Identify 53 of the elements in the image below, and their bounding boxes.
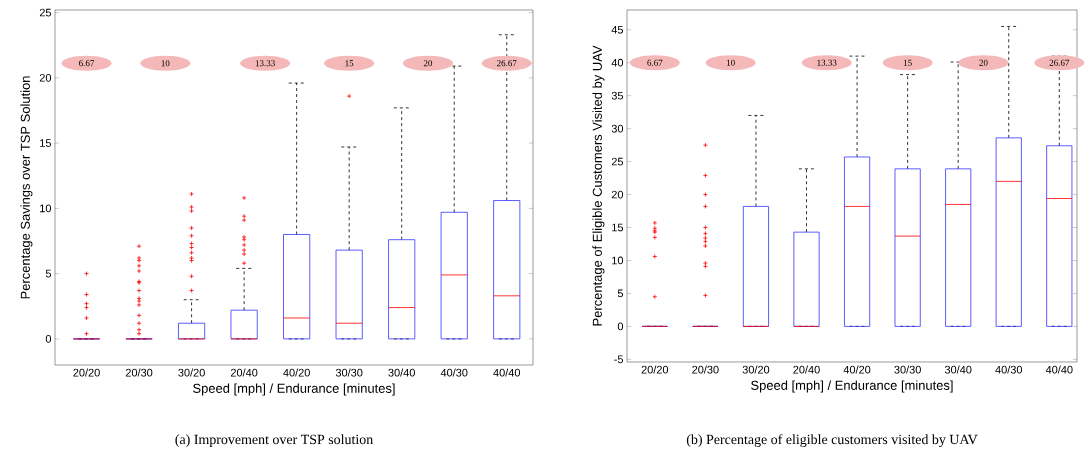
x-axis-title: Speed [mph] / Endurance [minutes] — [193, 383, 395, 396]
x-tick-label: 20/40 — [230, 368, 258, 377]
annotation: 26.67 — [497, 60, 517, 67]
y-tick-label: 25 — [611, 157, 624, 166]
y-axis-title: Percentage Savings over TSP Solution — [20, 76, 33, 299]
y-tick-label: 10 — [612, 256, 624, 265]
x-tick-label: 30/30 — [335, 368, 363, 377]
annotation: 15 — [345, 60, 354, 67]
x-tick-label: 30/20 — [178, 368, 205, 377]
x-tick-label: 30/40 — [944, 365, 972, 374]
y-tick-label: 20 — [611, 190, 624, 199]
y-tick-label: 30 — [611, 124, 624, 133]
annotation: 13.33 — [255, 60, 275, 67]
y-tick-label: -5 — [614, 355, 624, 364]
text: (a) Improvement over TSP solution — [175, 434, 373, 447]
y-tick-label: 15 — [40, 139, 52, 147]
y-tick-label: 10 — [40, 204, 52, 213]
x-tick-label: 30/30 — [894, 365, 921, 374]
annotation: 10 — [726, 59, 735, 66]
annotation: 15 — [903, 59, 912, 66]
y-tick-label: 0 — [45, 335, 52, 343]
x-tick-label: 40/30 — [995, 365, 1023, 374]
y-tick-label: 15 — [612, 223, 624, 232]
annotation: 10 — [161, 60, 170, 67]
x-tick-label: 20/30 — [692, 365, 719, 374]
x-tick-label: 40/40 — [1045, 365, 1073, 374]
annotation: 13.33 — [817, 59, 837, 66]
y-tick-label: 20 — [39, 73, 52, 82]
x-tick-label: 40/20 — [283, 368, 310, 377]
y-tick-label: 5 — [617, 289, 624, 298]
x-tick-label: 40/40 — [493, 368, 521, 377]
text: (b) Percentage of eligible customers visited by UAV — [686, 434, 978, 447]
y-tick-label: 40 — [611, 58, 624, 67]
y-tick-label: 0 — [617, 322, 624, 331]
annotation: 20 — [423, 60, 433, 67]
x-tick-label: 40/20 — [843, 365, 871, 374]
y-tick-label: 35 — [611, 91, 624, 100]
x-tick-label: 40/30 — [440, 368, 468, 377]
x-tick-label: 20/30 — [125, 368, 153, 377]
x-tick-label: 30/40 — [388, 368, 415, 377]
y-tick-label: 45 — [611, 25, 624, 34]
y-axis-title: Percentage of Eligible Customers Visited by UAV — [592, 45, 605, 326]
x-tick-label: 30/20 — [742, 365, 770, 374]
annotation: 20 — [979, 59, 988, 66]
x-tick-label: 20/20 — [73, 368, 100, 377]
x-axis-title: Speed [mph] / Endurance [minutes] — [751, 380, 953, 393]
x-tick-label: 20/40 — [793, 365, 820, 374]
annotation: 26.67 — [1049, 59, 1070, 66]
x-tick-label: 20/20 — [641, 365, 669, 374]
annotation: 6.67 — [79, 60, 95, 67]
y-tick-label: 5 — [45, 269, 52, 278]
annotation: 6.67 — [647, 59, 663, 66]
y-tick-label: 25 — [39, 8, 52, 17]
